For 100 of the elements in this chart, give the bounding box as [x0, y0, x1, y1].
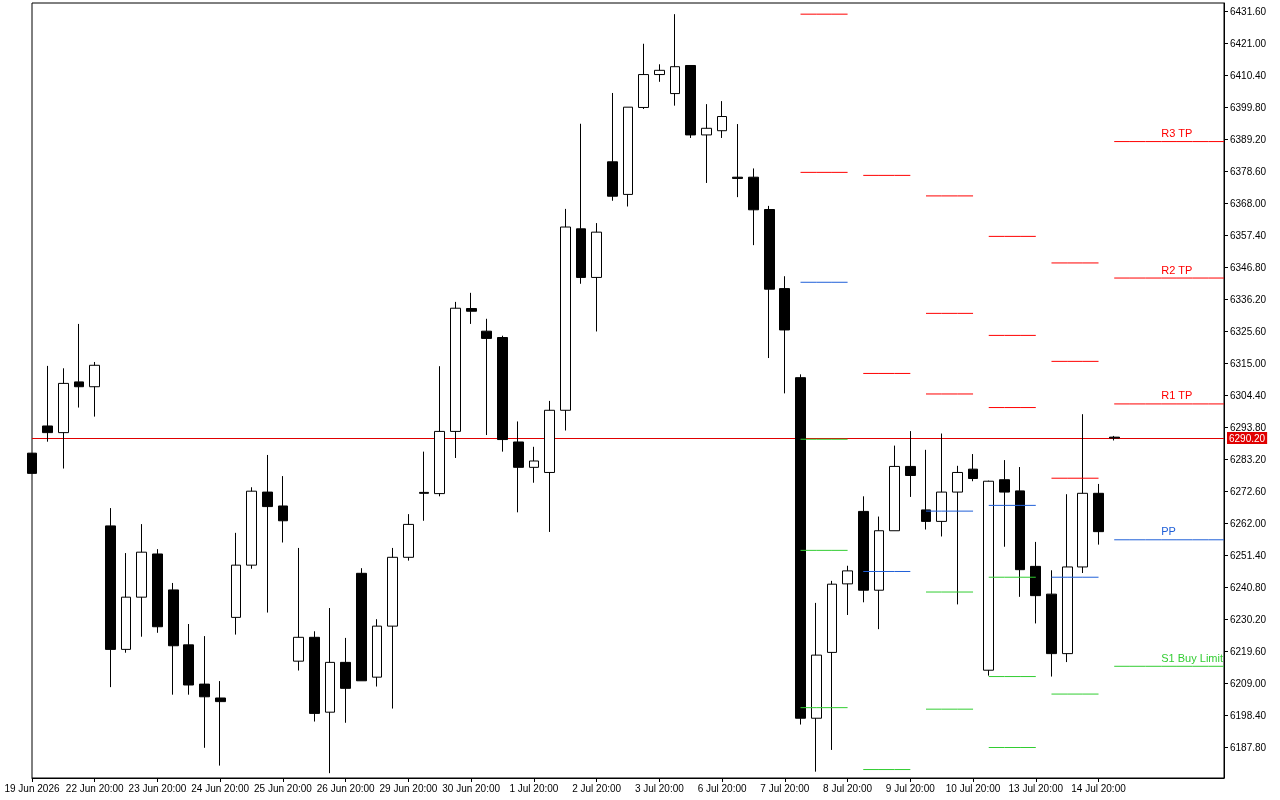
candlestick — [811, 602, 822, 773]
y-tick-label: 6187.80 — [1230, 741, 1267, 753]
series-label: R2 TP — [1161, 263, 1193, 276]
y-tick-label: 6325.60 — [1230, 325, 1267, 337]
y-tick-label: 6346.80 — [1230, 261, 1267, 273]
candlestick — [325, 607, 335, 774]
candlestick — [623, 106, 633, 207]
candlestick — [105, 507, 116, 688]
x-tick-label: 2 Jul 20:00 — [572, 782, 622, 794]
y-tick-label: 6410.40 — [1230, 69, 1267, 81]
candlestick — [231, 532, 241, 636]
candlestick — [748, 167, 759, 246]
candlestick — [654, 63, 665, 83]
candlestick — [1015, 466, 1025, 598]
series-label: S1 Buy Limit — [1161, 651, 1224, 664]
candlestick — [1077, 413, 1088, 574]
y-tick-label: 6209.00 — [1230, 677, 1267, 689]
candlestick — [215, 680, 226, 767]
x-tick-label: 3 Jul 20:00 — [634, 782, 685, 794]
candlestick — [889, 445, 900, 532]
candlestick — [670, 13, 680, 107]
candlestick — [952, 465, 963, 605]
x-tick-label: 29 Jun 20:00 — [379, 782, 438, 794]
series-label: R3 TP — [1161, 127, 1193, 140]
candlestick — [921, 449, 931, 531]
candlestick — [1062, 493, 1073, 663]
candlestick — [42, 365, 53, 443]
candlestick — [685, 65, 696, 139]
candlestick — [936, 433, 947, 537]
candlestick — [74, 323, 84, 409]
x-tick-label: 13 Jul 20:00 — [1008, 782, 1064, 794]
candlestick — [168, 582, 179, 696]
y-tick-label: 6272.60 — [1230, 485, 1267, 497]
candlestick — [529, 446, 539, 484]
candlestick — [576, 123, 586, 285]
candlestick — [356, 567, 367, 682]
candlestick — [544, 400, 555, 533]
x-tick-label: 30 Jun 20:00 — [442, 782, 501, 794]
candlestick — [293, 547, 304, 672]
candlestick — [983, 480, 994, 677]
candlestick — [309, 630, 320, 723]
candlestick — [1093, 483, 1104, 546]
candlestick — [466, 292, 477, 325]
x-tick-label: 22 Jun 20:00 — [65, 782, 125, 794]
candlestick — [89, 361, 100, 418]
x-tick-label: 7 Jul 20:00 — [760, 782, 810, 794]
candlestick — [278, 475, 288, 544]
x-tick-label: 9 Jul 20:00 — [885, 782, 936, 794]
candlestick — [246, 486, 257, 570]
candlestick — [827, 580, 837, 751]
candlestick — [607, 92, 618, 202]
candlestick — [1109, 435, 1120, 441]
x-tick-label: 6 Jul 20:00 — [697, 782, 747, 794]
candlestick — [701, 103, 712, 184]
y-tick-label: 6315.00 — [1230, 357, 1267, 369]
y-tick-label: 6357.40 — [1230, 229, 1267, 241]
candlestick — [905, 430, 916, 498]
candlestick — [638, 43, 649, 110]
candlestick — [403, 513, 414, 562]
series-label: PP — [1161, 525, 1176, 538]
candlestick — [764, 205, 775, 359]
x-tick-label: 26 Jun 20:00 — [316, 782, 376, 794]
candlestick — [199, 635, 210, 749]
y-tick-label: 6421.00 — [1230, 37, 1267, 49]
x-tick-label: 25 Jun 20:00 — [254, 782, 313, 794]
candlestick — [732, 123, 743, 198]
y-tick-label: 6198.40 — [1230, 709, 1267, 721]
candlestick — [591, 222, 602, 332]
ref-line-label: 6290.20 — [1229, 432, 1266, 444]
x-tick-label: 8 Jul 20:00 — [823, 782, 873, 794]
candlestick — [842, 565, 853, 616]
y-tick-label: 6389.20 — [1230, 133, 1267, 145]
y-tick-label: 6378.60 — [1230, 165, 1267, 177]
candlestick — [58, 367, 69, 470]
candlestick — [152, 548, 163, 634]
y-tick-label: 6240.80 — [1230, 581, 1267, 593]
y-tick-label: 6304.40 — [1230, 389, 1267, 401]
candlestick — [874, 516, 884, 630]
candlestick — [121, 552, 131, 654]
candlestick — [717, 100, 727, 139]
candlestick — [481, 318, 492, 436]
candlestick — [513, 420, 524, 513]
candlestick — [999, 459, 1010, 548]
y-tick-label: 6431.60 — [1230, 5, 1267, 17]
candlestick — [1030, 541, 1041, 624]
y-tick-label: 6230.20 — [1230, 613, 1267, 625]
y-tick-label: 6399.80 — [1230, 101, 1267, 113]
y-tick-label: 6293.80 — [1230, 421, 1267, 433]
x-tick-label: 10 Jul 20:00 — [945, 782, 1001, 794]
candlestick — [1046, 569, 1057, 678]
candlestick — [136, 523, 147, 638]
candlestick — [183, 623, 194, 696]
candlestick — [779, 275, 790, 394]
x-tick-label: 24 Jun 20:00 — [191, 782, 250, 794]
candlestick — [372, 618, 382, 688]
y-tick-label: 6219.60 — [1230, 645, 1267, 657]
x-tick-label: 19 Jun 2026 — [4, 782, 60, 794]
candlestick — [497, 335, 508, 453]
candlestick — [450, 301, 461, 459]
candlestick — [262, 454, 273, 614]
